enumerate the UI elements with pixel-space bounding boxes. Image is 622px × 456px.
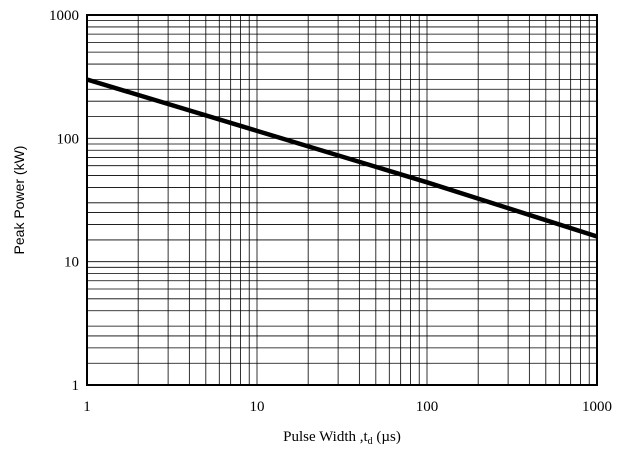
grid <box>86 15 597 386</box>
x-tick-labels: 1 10 100 1000 <box>83 399 612 415</box>
x-axis-title-main: Pulse Width ,t <box>283 429 368 445</box>
y-tick-label: 100 <box>57 131 80 147</box>
plot-background <box>87 15 597 385</box>
x-tick-label: 100 <box>416 399 439 415</box>
x-tick-label: 1 <box>83 399 91 415</box>
x-axis-title: Pulse Width ,td (µs) <box>283 429 401 447</box>
x-axis-title-subscript: d <box>368 436 373 447</box>
x-tick-label: 1000 <box>582 399 612 415</box>
series-line-0 <box>86 77 598 239</box>
y-tick-labels: 1 10 100 1000 <box>49 8 79 394</box>
y-tick-label: 1000 <box>49 8 79 24</box>
plot-frame <box>86 14 598 386</box>
series-layer <box>86 77 598 239</box>
x-axis-title-suffix: (µs) <box>373 429 401 445</box>
y-tick-label: 10 <box>64 255 79 271</box>
y-axis-title: Peak Power (kW) <box>11 146 27 255</box>
y-tick-label: 1 <box>72 378 80 394</box>
x-tick-label: 10 <box>250 399 265 415</box>
